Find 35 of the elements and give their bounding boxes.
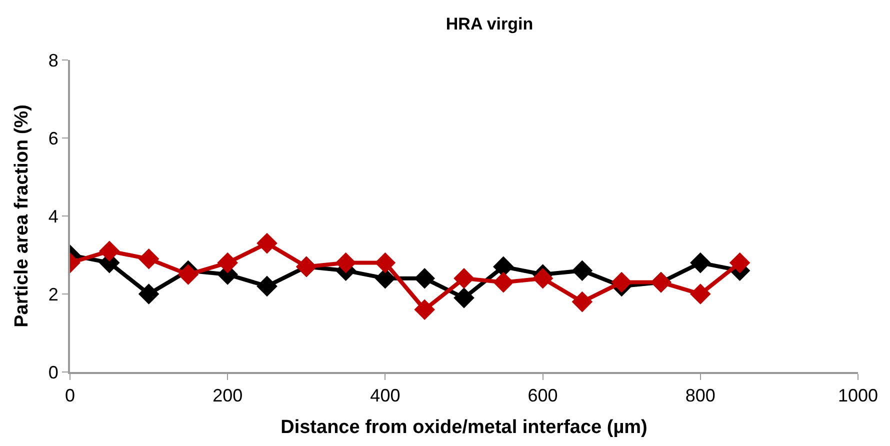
x-axis-title: Distance from oxide/metal interface (µm) xyxy=(280,416,648,438)
y-axis-title: Particle area fraction (%) xyxy=(12,104,33,328)
point xyxy=(572,260,593,281)
point xyxy=(690,252,711,274)
point xyxy=(414,299,435,320)
point xyxy=(217,252,238,274)
x-tick-label: 1000 xyxy=(838,386,878,406)
point xyxy=(454,288,474,308)
point xyxy=(454,268,474,289)
x-tick-label: 0 xyxy=(64,386,76,406)
point xyxy=(729,252,750,274)
point xyxy=(572,291,593,312)
point xyxy=(256,232,278,254)
point xyxy=(256,276,278,297)
point xyxy=(532,268,554,289)
y-tick-label: 4 xyxy=(48,206,58,226)
chart-title: HRA virgin xyxy=(446,14,534,34)
point xyxy=(178,264,199,285)
x-tick-label: 400 xyxy=(370,386,400,406)
point xyxy=(374,252,396,274)
point xyxy=(335,252,356,274)
point xyxy=(414,268,435,289)
point xyxy=(611,272,632,293)
x-tick-label: 600 xyxy=(528,386,558,406)
x-tick-label: 200 xyxy=(212,386,243,406)
point xyxy=(690,284,711,304)
x-tick-label: 800 xyxy=(685,386,716,406)
y-tick-label: 6 xyxy=(48,128,58,148)
point xyxy=(99,240,120,262)
y-tick-label: 2 xyxy=(48,284,58,304)
y-tick-label: 0 xyxy=(48,362,58,382)
point xyxy=(138,248,160,270)
point xyxy=(138,284,160,304)
point xyxy=(493,272,514,293)
y-tick-label: 8 xyxy=(48,50,58,70)
